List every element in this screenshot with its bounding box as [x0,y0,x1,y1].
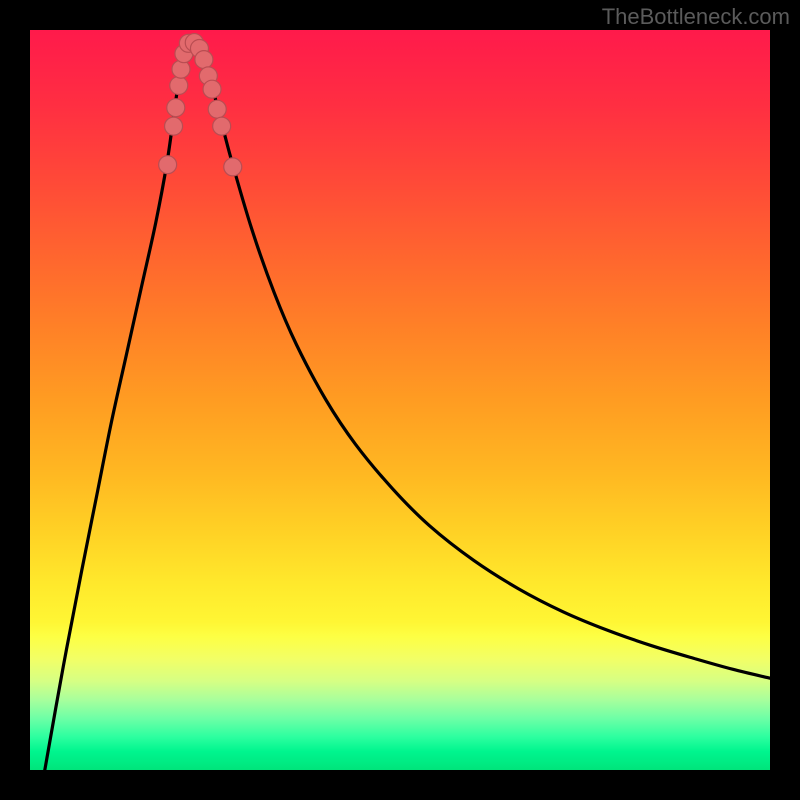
plot-frame [0,0,800,800]
chart-stage: TheBottleneck.com [0,0,800,800]
watermark-text: TheBottleneck.com [602,4,790,30]
